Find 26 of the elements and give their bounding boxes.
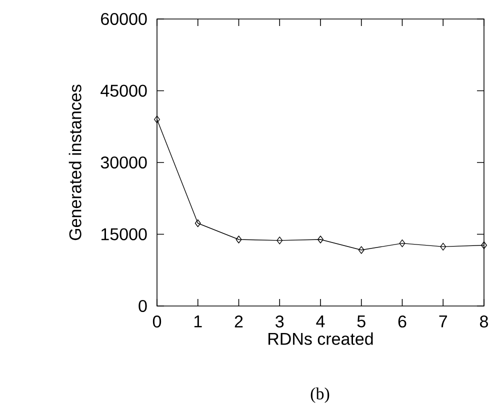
point	[481, 241, 487, 250]
y-tick-label: 15000	[102, 228, 147, 240]
point	[318, 236, 324, 244]
point	[154, 116, 160, 124]
x-tick-label: 0	[152, 316, 162, 328]
y-axis-title: Generated instances	[68, 84, 82, 240]
y-tick-label: 60000	[101, 12, 147, 26]
text: (b)	[310, 388, 330, 403]
y-tick-label: 0	[138, 300, 147, 312]
point	[276, 236, 283, 244]
point	[399, 239, 406, 248]
x-tick-label: 8	[480, 316, 488, 328]
point	[440, 242, 446, 251]
point	[358, 246, 364, 254]
x-tick-label: 7	[439, 316, 447, 328]
x-tick-label: 2	[234, 316, 243, 328]
y-tick-label: 45000	[100, 84, 147, 97]
y-tick-label: 30000	[100, 156, 147, 169]
x-tick-label: 3	[276, 316, 284, 328]
point	[194, 219, 201, 228]
point	[236, 236, 242, 244]
x-tick-label: 4	[316, 316, 325, 328]
x-axis-title: RDNs created	[268, 332, 373, 345]
x-tick-label: 6	[398, 316, 406, 328]
x-tick-label: 1	[194, 316, 202, 328]
x-tick-label: 5	[357, 316, 366, 328]
